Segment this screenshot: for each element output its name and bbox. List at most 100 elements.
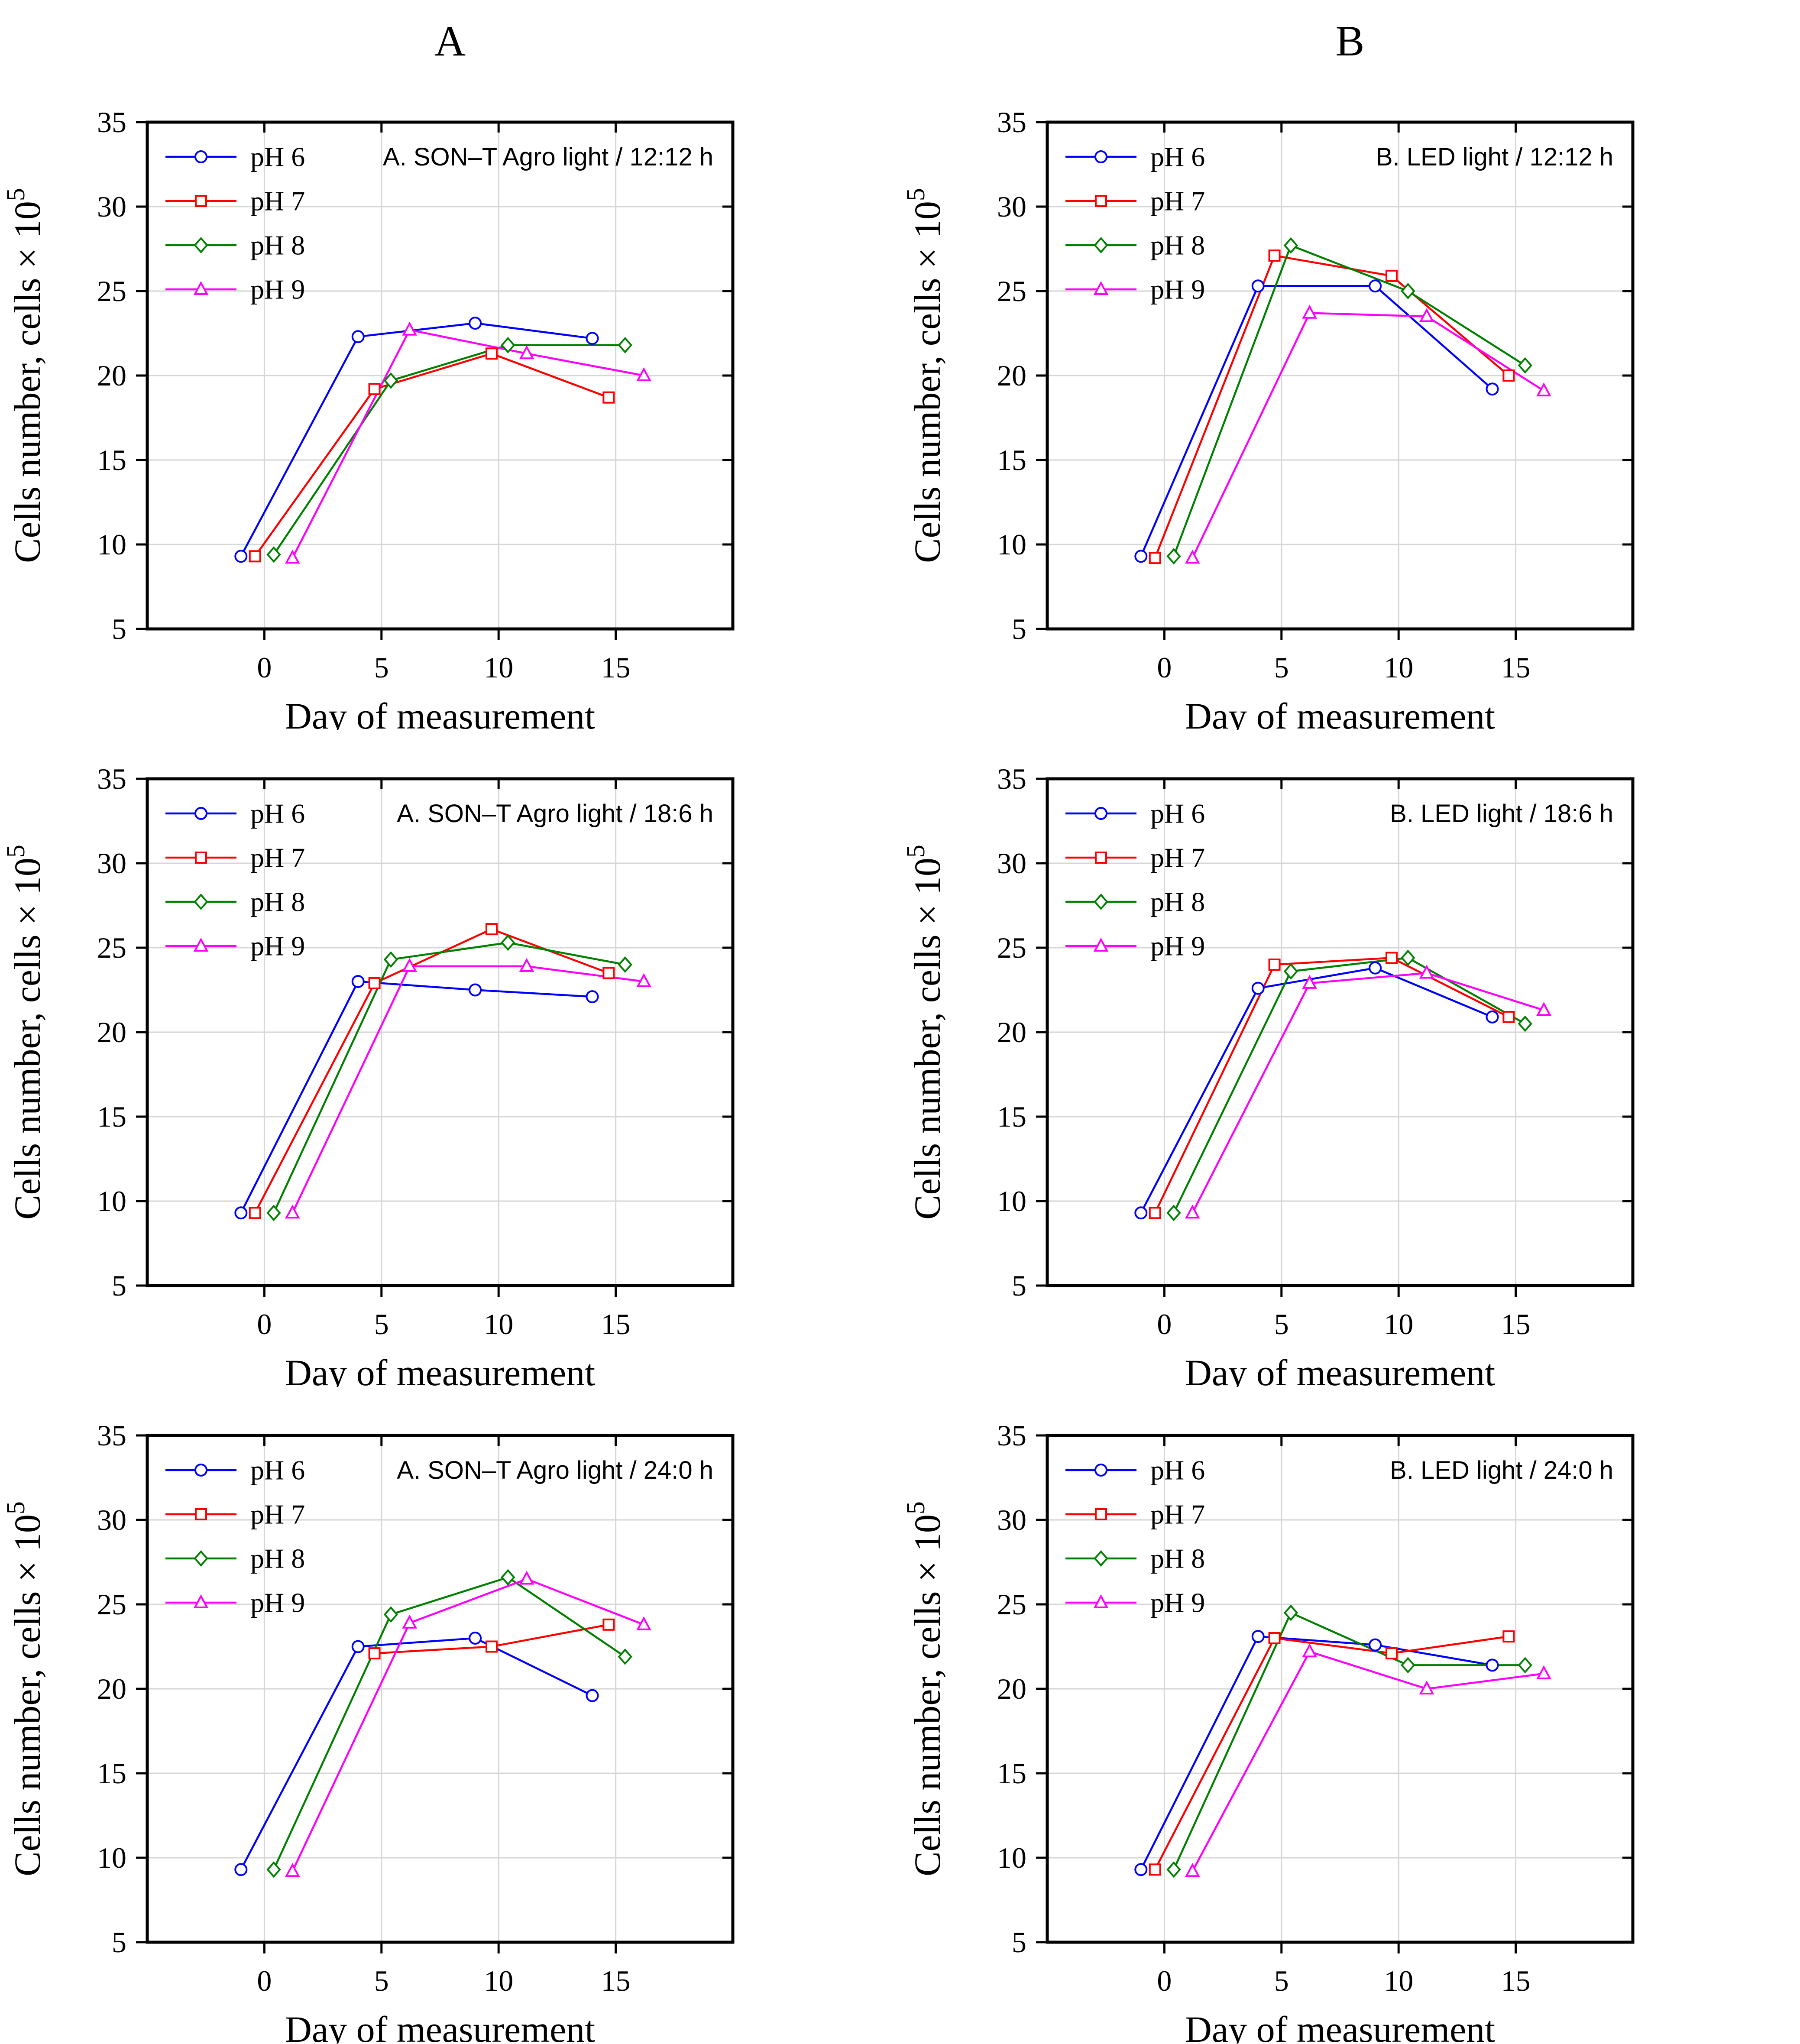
chart-cell-led-24-0: 5 10 15 20 25 30 35 0 5 10 15 Day of measurement Cel… bbox=[900, 1387, 1800, 2044]
series-marker-ph-8 bbox=[501, 934, 515, 951]
legend-label-ph-9: pH 9 bbox=[1150, 274, 1205, 305]
series-marker-ph-8 bbox=[501, 1569, 515, 1586]
series-marker-ph-7 bbox=[602, 391, 615, 404]
chart-cell-led-12-12: 5 10 15 20 25 30 35 0 5 10 15 Day of measurement Cel… bbox=[900, 74, 1800, 730]
series-line-ph-9 bbox=[291, 965, 644, 1214]
x-tick-label: 0 bbox=[1157, 651, 1172, 684]
y-tick-label: 35 bbox=[997, 1419, 1026, 1452]
y-tick-label: 15 bbox=[997, 1757, 1026, 1790]
legend-marker-ph-8 bbox=[194, 893, 208, 910]
series-marker-ph-9 bbox=[1419, 965, 1434, 979]
legend-marker-ph-9 bbox=[1093, 281, 1109, 295]
series-marker-ph-8 bbox=[1166, 548, 1181, 565]
series-marker-ph-7 bbox=[485, 347, 498, 360]
series-line-ph-9 bbox=[1191, 972, 1544, 1214]
y-tick-label: 35 bbox=[997, 106, 1026, 139]
series-marker-ph-8 bbox=[1283, 237, 1298, 254]
legend-label-ph-7: pH 7 bbox=[1150, 186, 1205, 217]
series-marker-ph-6 bbox=[1251, 982, 1265, 995]
series-marker-ph-9 bbox=[1185, 1863, 1200, 1877]
legend-label-ph-8: pH 8 bbox=[250, 1543, 305, 1574]
series-marker-ph-8 bbox=[1401, 1657, 1415, 1674]
chart-title: A. SON–T Agro light / 24:0 h bbox=[397, 1456, 713, 1484]
series-line-ph-9 bbox=[1191, 312, 1544, 559]
x-tick-label: 0 bbox=[257, 1308, 272, 1341]
chart-cell-son-t-agro-18-6: 5 10 15 20 25 30 35 0 5 10 15 Day of measurement Cel… bbox=[0, 730, 900, 1387]
x-axis-label: Day of measurement bbox=[1185, 1352, 1495, 1387]
series-marker-ph-8 bbox=[1166, 1861, 1181, 1878]
x-tick-label: 5 bbox=[1274, 1308, 1289, 1341]
legend-marker-ph-7 bbox=[1095, 195, 1107, 207]
series-marker-ph-8 bbox=[1518, 357, 1532, 374]
legend-label-ph-6: pH 6 bbox=[1150, 798, 1205, 829]
legend-marker-ph-6 bbox=[1094, 1464, 1107, 1477]
legend-marker-ph-9 bbox=[193, 1594, 209, 1608]
x-tick-label: 15 bbox=[1501, 651, 1531, 684]
series-line-ph-8 bbox=[273, 344, 625, 555]
y-tick-label: 35 bbox=[97, 1419, 126, 1452]
series-marker-ph-6 bbox=[1486, 1010, 1499, 1024]
legend-marker-ph-8 bbox=[194, 236, 208, 254]
series-marker-ph-6 bbox=[351, 330, 365, 343]
legend-label-ph-9: pH 9 bbox=[250, 931, 305, 962]
y-axis-label: Cells number, cells × 105 bbox=[1, 845, 48, 1220]
y-axis-label: Cells number, cells × 105 bbox=[901, 188, 948, 563]
series-marker-ph-8 bbox=[1283, 1604, 1298, 1621]
x-tick-label: 0 bbox=[1157, 1308, 1172, 1341]
y-tick-label: 10 bbox=[97, 1185, 126, 1218]
series-marker-ph-6 bbox=[469, 317, 482, 330]
chart-title: B. LED light / 18:6 h bbox=[1390, 800, 1613, 828]
series-marker-ph-6 bbox=[1251, 1630, 1265, 1643]
legend-marker-ph-6 bbox=[194, 150, 207, 163]
series-line-ph-7 bbox=[1154, 254, 1509, 559]
x-tick-label: 10 bbox=[484, 1964, 513, 1997]
series-marker-ph-7 bbox=[1268, 959, 1281, 971]
x-axis-label: Day of measurement bbox=[285, 695, 595, 730]
series-marker-ph-9 bbox=[519, 345, 534, 360]
series-marker-ph-6 bbox=[1251, 279, 1265, 293]
y-tick-label: 20 bbox=[97, 1672, 126, 1705]
y-tick-label: 5 bbox=[112, 612, 126, 645]
series-marker-ph-6 bbox=[586, 990, 599, 1004]
series-line-ph-7 bbox=[1154, 1635, 1509, 1870]
y-tick-label: 10 bbox=[97, 1841, 126, 1874]
series-marker-ph-8 bbox=[618, 956, 632, 973]
legend-marker-ph-7 bbox=[195, 195, 207, 207]
y-axis-label: Cells number, cells × 105 bbox=[1, 188, 48, 563]
series-marker-ph-7 bbox=[1502, 1011, 1515, 1023]
legend-label-ph-6: pH 6 bbox=[1150, 1455, 1205, 1486]
series-line-ph-7 bbox=[254, 928, 609, 1214]
series-line-ph-9 bbox=[291, 1578, 644, 1872]
series-marker-ph-8 bbox=[383, 951, 398, 968]
series-marker-ph-8 bbox=[266, 1861, 281, 1878]
x-tick-label: 0 bbox=[257, 1964, 272, 1997]
series-marker-ph-7 bbox=[249, 550, 261, 563]
series-marker-ph-7 bbox=[1268, 1632, 1281, 1644]
y-tick-label: 20 bbox=[997, 1672, 1026, 1705]
legend-marker-ph-9 bbox=[193, 281, 209, 295]
y-tick-label: 10 bbox=[997, 1185, 1026, 1218]
series-line-ph-9 bbox=[1191, 1650, 1544, 1872]
legend-label-ph-8: pH 8 bbox=[1150, 1543, 1205, 1574]
series-marker-ph-7 bbox=[1385, 269, 1398, 282]
series-marker-ph-9 bbox=[402, 1614, 418, 1629]
legend-label-ph-9: pH 9 bbox=[250, 1587, 305, 1618]
x-tick-label: 5 bbox=[374, 651, 389, 684]
legend-marker-ph-8 bbox=[1094, 893, 1108, 910]
legend-label-ph-6: pH 6 bbox=[250, 142, 305, 172]
y-tick-label: 30 bbox=[97, 190, 126, 223]
series-marker-ph-7 bbox=[485, 1640, 498, 1653]
series-line-ph-6 bbox=[1140, 285, 1493, 557]
series-marker-ph-8 bbox=[501, 337, 515, 353]
y-tick-label: 10 bbox=[97, 528, 126, 561]
y-axis-label: Cells number, cells × 105 bbox=[1, 1501, 48, 1876]
y-tick-label: 10 bbox=[997, 1841, 1026, 1874]
column-header-a: A bbox=[434, 17, 466, 65]
legend-marker-ph-6 bbox=[1094, 807, 1107, 820]
series-line-ph-6 bbox=[1140, 1635, 1492, 1870]
legend-label-ph-9: pH 9 bbox=[1150, 931, 1205, 962]
